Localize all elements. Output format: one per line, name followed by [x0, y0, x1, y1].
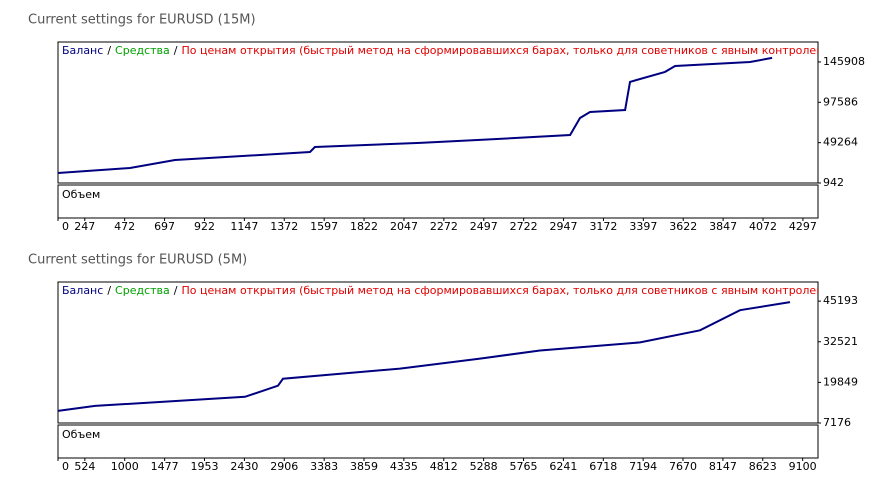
x-tick-label: 5765 [510, 460, 538, 473]
x-tick-label: 1477 [151, 460, 179, 473]
legend-separator: / [174, 44, 178, 57]
x-tick-label: 0 [62, 460, 69, 473]
legend-equity: Средства [115, 44, 170, 57]
x-tick-label: 1953 [190, 460, 218, 473]
x-tick-label: 0 [62, 220, 69, 233]
plot-frame [57, 41, 819, 184]
x-tick-label: 2497 [470, 220, 498, 233]
x-tick-label: 3172 [589, 220, 617, 233]
x-tick-label: 247 [74, 220, 95, 233]
x-tick-label: 3397 [629, 220, 657, 233]
x-tick-label: 1372 [270, 220, 298, 233]
x-tick-label: 524 [74, 460, 95, 473]
balance-line [57, 56, 773, 174]
legend: Баланс / Средства / По ценам открытия (быстр… [62, 284, 835, 297]
legend-separator: / [107, 284, 111, 297]
y-tick-label: 97586 [823, 95, 858, 108]
legend-mode: По ценам открытия (быстрый метод на сфор… [181, 44, 835, 57]
x-tick-label: 5288 [470, 460, 498, 473]
x-tick-label: 3622 [669, 220, 697, 233]
x-tick-label: 2430 [230, 460, 258, 473]
x-tick-label: 8623 [749, 460, 777, 473]
legend-balance: Баланс [62, 44, 103, 57]
y-tick-label: 7176 [823, 416, 851, 429]
x-tick-label: 7670 [669, 460, 697, 473]
x-tick-label: 6241 [549, 460, 577, 473]
x-tick-label: 2722 [510, 220, 538, 233]
x-tick-label: 1147 [230, 220, 258, 233]
x-tick-label: 4297 [789, 220, 817, 233]
y-tick-label: 19849 [823, 375, 858, 388]
x-tick-label: 4072 [749, 220, 777, 233]
x-tick-label: 2947 [550, 220, 578, 233]
x-tick-label: 3383 [310, 460, 338, 473]
y-tick-label: 49264 [823, 136, 858, 149]
x-tick-label: 3859 [350, 460, 378, 473]
x-tick-label: 8147 [709, 460, 737, 473]
chart-title: Current settings for EURUSD (5M) [28, 253, 247, 268]
x-tick-label: 7194 [629, 460, 657, 473]
y-tick-label: 145908 [823, 55, 865, 68]
x-tick-label: 9100 [789, 460, 817, 473]
volume-label: Объем [62, 188, 100, 201]
legend-mode: По ценам открытия (быстрый метод на сфор… [181, 284, 835, 297]
x-tick-label: 1822 [350, 220, 378, 233]
x-tick-label: 2906 [270, 460, 298, 473]
x-tick-label: 2272 [430, 220, 458, 233]
x-tick-label: 922 [194, 220, 215, 233]
legend-separator: / [107, 44, 111, 57]
chart-title: Current settings for EURUSD (15M) [28, 13, 256, 28]
legend: Баланс / Средства / По ценам открытия (быстр… [62, 44, 835, 57]
volume-label: Объем [62, 428, 100, 441]
legend-separator: / [174, 284, 178, 297]
x-tick-label: 6718 [589, 460, 617, 473]
x-tick-label: 4812 [430, 460, 458, 473]
x-tick-label: 697 [154, 220, 175, 233]
x-tick-label: 4335 [390, 460, 418, 473]
x-tick-label: 2047 [390, 220, 418, 233]
y-tick-label: 32521 [823, 335, 858, 348]
x-tick-label: 472 [114, 220, 135, 233]
x-tick-label: 1000 [111, 460, 139, 473]
y-tick-label: 942 [823, 176, 844, 189]
y-tick-label: 45193 [823, 294, 858, 307]
balance-line [57, 301, 791, 412]
volume-frame [57, 424, 819, 459]
volume-frame [57, 184, 819, 219]
legend-equity: Средства [115, 284, 170, 297]
x-tick-label: 3847 [709, 220, 737, 233]
legend-balance: Баланс [62, 284, 103, 297]
x-tick-label: 1597 [310, 220, 338, 233]
